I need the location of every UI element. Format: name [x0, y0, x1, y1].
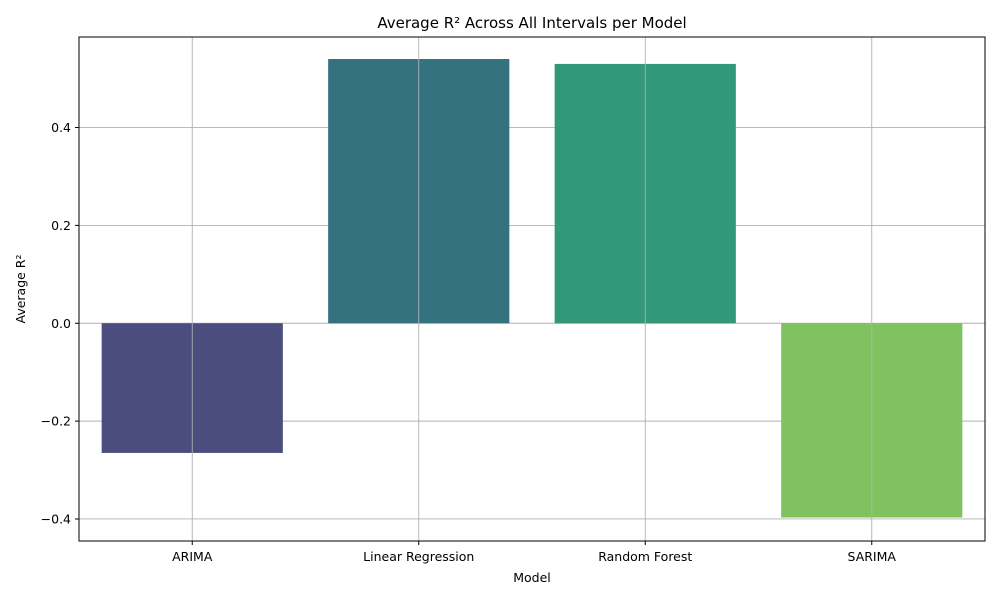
x-tick-label: Linear Regression	[363, 549, 474, 564]
y-axis: −0.4 −0.2 0.0 0.2 0.4	[41, 120, 79, 526]
y-axis-label: Average R²	[13, 254, 28, 323]
y-tick-label: 0.4	[51, 120, 71, 135]
y-tick-label: −0.4	[41, 511, 71, 526]
x-tick-label: SARIMA	[848, 549, 897, 564]
x-tick-label: Random Forest	[598, 549, 692, 564]
x-tick-label: ARIMA	[172, 549, 213, 564]
y-tick-label: 0.2	[51, 218, 71, 233]
plot-frame	[78, 36, 986, 542]
y-tick-label: 0.0	[51, 316, 71, 331]
chart-title: Average R² Across All Intervals per Mode…	[377, 14, 686, 32]
vertical-grid-lines	[191, 37, 873, 541]
y-tick-label: −0.2	[41, 414, 71, 429]
x-axis: ARIMA Linear Regression Random Forest SARIM…	[172, 541, 896, 564]
x-axis-label: Model	[513, 570, 551, 585]
